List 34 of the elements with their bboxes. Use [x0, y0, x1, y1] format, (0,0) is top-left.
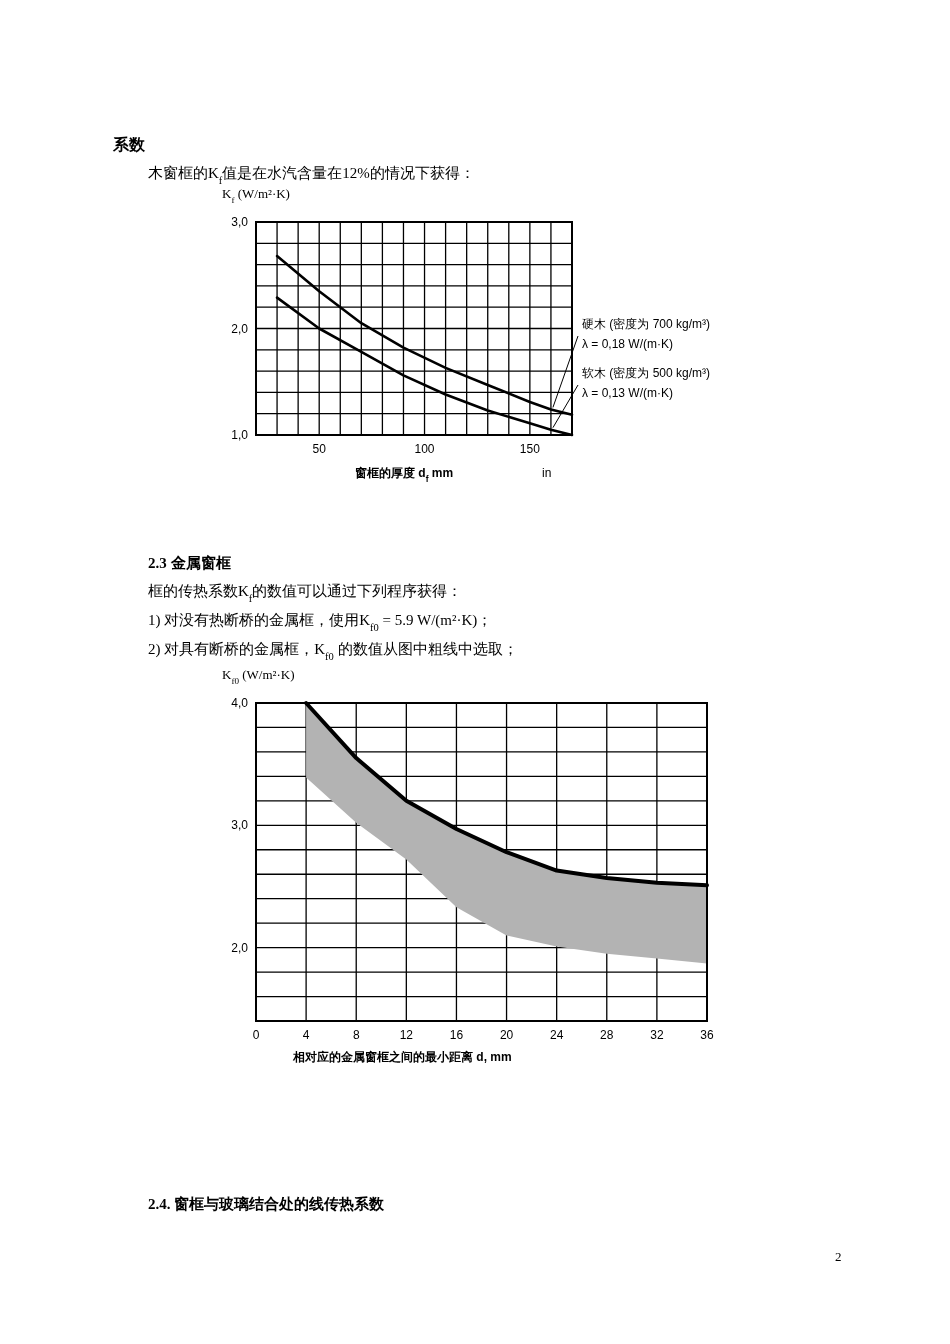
x-tick-label: 32 [650, 1028, 664, 1042]
chart-title: 2.3 金属窗框 [148, 554, 231, 571]
x-tick-label: 12 [399, 1028, 414, 1042]
y-tick-label: 4,0 [231, 696, 249, 710]
text: 框的传热系数K$_{f}$的数值可以通过下列程序获得： [148, 583, 463, 604]
text: 2.4. 窗框与玻璃结合处的线传热系数 [148, 1195, 386, 1212]
x-tick-label: 8 [352, 1028, 360, 1042]
text: 2) 对具有断桥的金属框，K$_{f0}$ 的数值从图中粗线中选取； [148, 641, 518, 662]
text: 1) 对没有热断桥的金属框，使用K$_{f0}$ = 5.9 W/(m²·K)； [148, 612, 493, 633]
chart-title: 系数 [112, 136, 146, 153]
x-tick-label: 20 [499, 1028, 514, 1042]
x-tick-label: 50 [312, 442, 327, 456]
y-tick-label: 2,0 [231, 321, 249, 336]
x-tick-label: 24 [549, 1028, 564, 1042]
x-tick-label: 100 [414, 442, 435, 456]
text: 2 [835, 1249, 842, 1264]
y-axis-title: K$_{f}$ (W/m²·K) [222, 186, 290, 205]
x-tick-label: 0 [252, 1028, 260, 1042]
y-tick-label: 1,0 [231, 428, 249, 442]
y-axis-title: K$_{f0}$ (W/m²·K) [222, 667, 295, 686]
text: 硬木 (密度为 700 kg/m³) λ = 0,18 W/(m·K) [582, 317, 711, 351]
y-tick-label: 2,0 [231, 940, 249, 955]
text: in [542, 466, 552, 480]
x-tick-label: 4 [302, 1028, 310, 1042]
x-tick-label: 16 [449, 1028, 464, 1042]
x-axis-title: 窗框的厚度 d$_{f}$ mm [355, 466, 454, 484]
chart-subtitle: 木窗框的K$_{f}$值是在水汽含量在12%的情况下获得： [148, 165, 475, 186]
x-tick-label: 28 [600, 1028, 614, 1042]
x-tick-label: 150 [519, 442, 541, 456]
y-tick-label: 3,0 [231, 215, 249, 229]
text: 软木 (密度为 500 kg/m³) λ = 0,13 W/(m·K) [582, 366, 711, 400]
x-tick-label: 36 [700, 1028, 714, 1042]
x-axis-title: 相对应的金属窗框之间的最小距离 d, mm [292, 1050, 512, 1064]
y-tick-label: 3,0 [231, 818, 249, 833]
